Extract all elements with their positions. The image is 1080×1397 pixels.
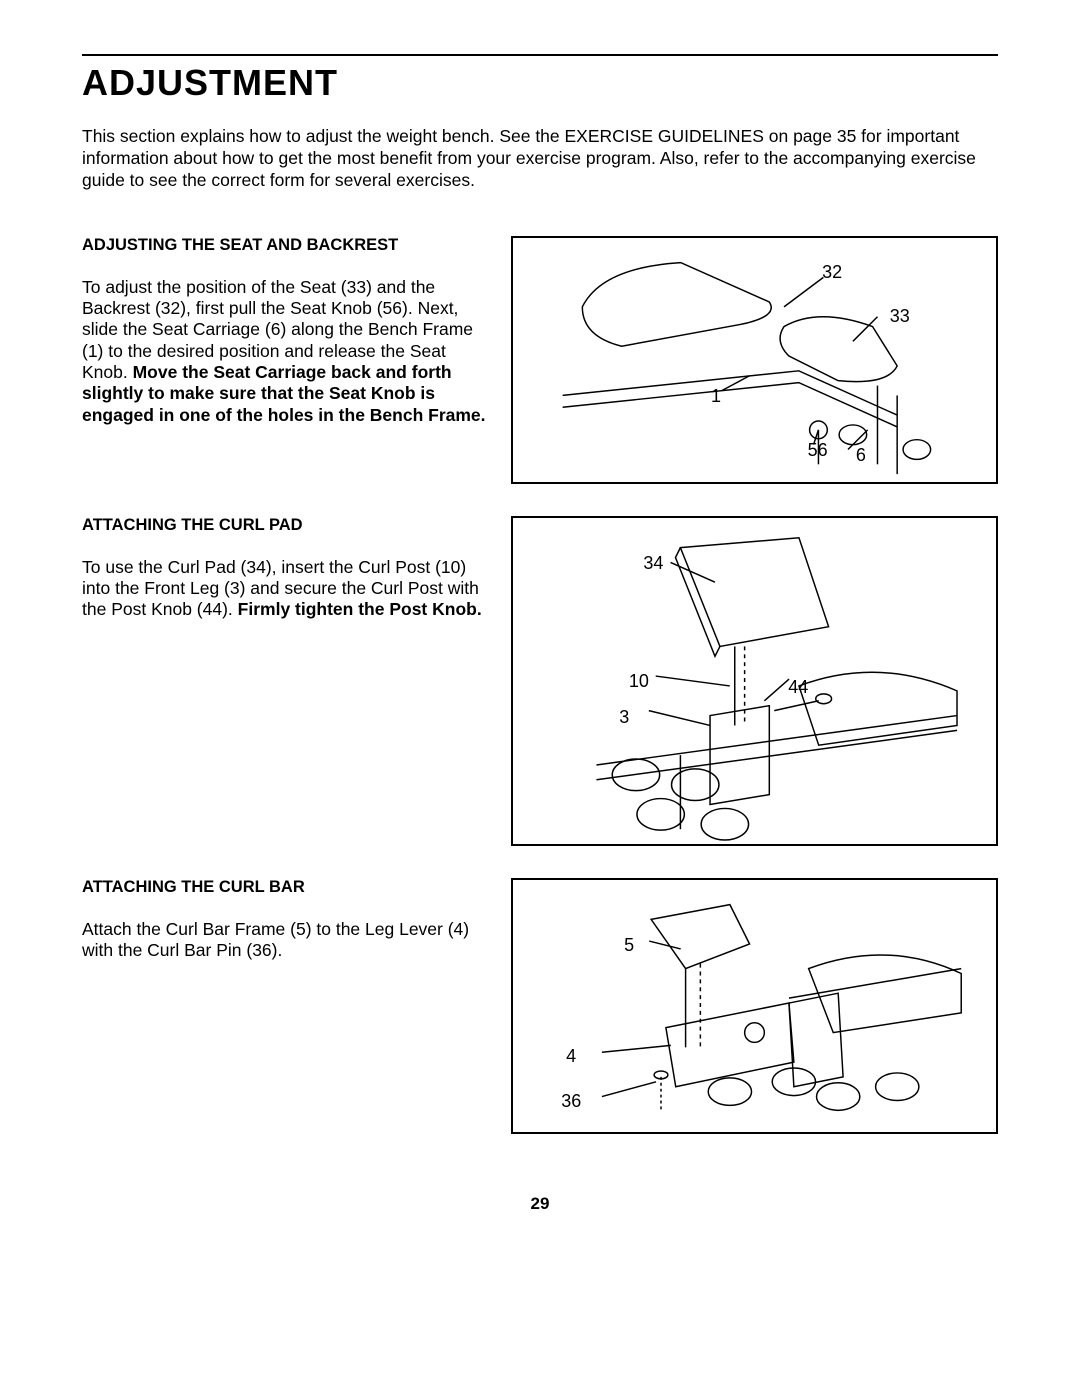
section-curl-pad: ATTACHING THE CURL PAD To use the Curl P… — [82, 516, 998, 846]
callout-6: 6 — [856, 445, 866, 466]
section-seat-backrest: ADJUSTING THE SEAT AND BACKREST To adjus… — [82, 236, 998, 484]
callout-1: 1 — [711, 386, 721, 407]
callout-4: 4 — [566, 1046, 576, 1067]
callout-32: 32 — [822, 262, 842, 283]
paragraph-seat-backrest: To adjust the position of the Seat (33) … — [82, 277, 487, 426]
intro-paragraph: This section explains how to adjust the … — [82, 126, 998, 192]
subheading-curl-bar: ATTACHING THE CURL BAR — [82, 878, 487, 897]
callout-34: 34 — [643, 553, 663, 574]
callout-5: 5 — [624, 935, 634, 956]
paragraph-bold: Move the Seat Carriage back and forth sl… — [82, 362, 486, 425]
paragraph-plain: Attach the Curl Bar Frame (5) to the Leg… — [82, 919, 469, 960]
subheading-seat-backrest: ADJUSTING THE SEAT AND BACKREST — [82, 236, 487, 255]
callout-3: 3 — [619, 707, 629, 728]
callout-36: 36 — [561, 1091, 581, 1112]
top-rule — [82, 54, 998, 56]
diagram-svg-3 — [513, 880, 996, 1132]
page-title: ADJUSTMENT — [82, 62, 998, 104]
callout-33: 33 — [890, 306, 910, 327]
figure-seat-backrest: 32 33 1 56 6 — [511, 236, 998, 484]
page-number: 29 — [82, 1194, 998, 1214]
figure-curl-pad: 34 10 44 3 — [511, 516, 998, 846]
paragraph-curl-bar: Attach the Curl Bar Frame (5) to the Leg… — [82, 919, 487, 962]
callout-10: 10 — [629, 671, 649, 692]
paragraph-bold: Firmly tighten the Post Knob. — [238, 599, 482, 619]
figure-curl-bar: 5 4 36 — [511, 878, 998, 1134]
diagram-svg-2 — [513, 518, 996, 844]
diagram-svg-1 — [513, 238, 996, 482]
paragraph-curl-pad: To use the Curl Pad (34), insert the Cur… — [82, 557, 487, 621]
callout-44: 44 — [788, 677, 808, 698]
subheading-curl-pad: ATTACHING THE CURL PAD — [82, 516, 487, 535]
callout-56: 56 — [808, 440, 828, 461]
section-curl-bar: ATTACHING THE CURL BAR Attach the Curl B… — [82, 878, 998, 1134]
